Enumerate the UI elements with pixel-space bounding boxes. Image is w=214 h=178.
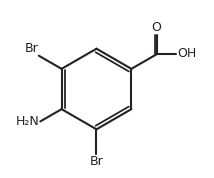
Text: Br: Br (90, 155, 103, 168)
Text: OH: OH (177, 48, 196, 61)
Text: O: O (151, 21, 161, 34)
Text: Br: Br (24, 42, 38, 55)
Text: H₂N: H₂N (16, 115, 39, 128)
